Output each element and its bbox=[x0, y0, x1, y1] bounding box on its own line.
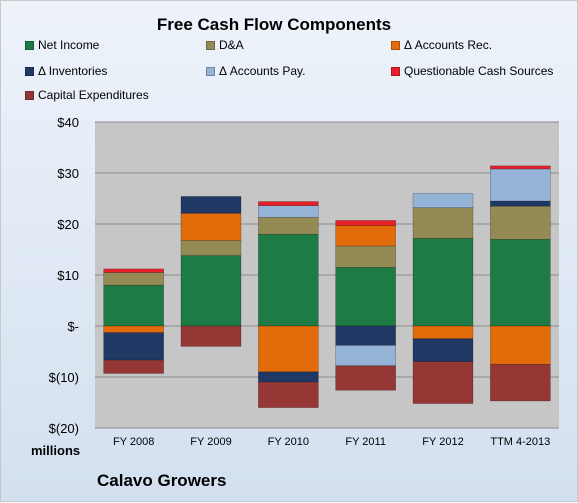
bar-segment bbox=[335, 245, 396, 268]
bar-segment bbox=[180, 240, 242, 256]
bar-segment bbox=[490, 363, 551, 402]
units-label: millions bbox=[31, 443, 81, 458]
x-tick-label: FY 2012 bbox=[422, 436, 463, 448]
bar-segment bbox=[258, 325, 319, 373]
bar-segment bbox=[103, 268, 164, 273]
x-tick-label: FY 2010 bbox=[268, 436, 309, 448]
x-tick-label: TTM 4-2013 bbox=[490, 436, 550, 448]
bar-segment bbox=[258, 371, 319, 383]
bar-segment bbox=[490, 165, 551, 170]
legend-swatch bbox=[25, 40, 34, 50]
legend-swatch bbox=[206, 66, 215, 76]
legend-label: Capital Expenditures bbox=[38, 88, 149, 102]
bar-segment bbox=[180, 196, 242, 214]
chart-title: Free Cash Flow Components bbox=[156, 15, 392, 34]
bar-segment bbox=[258, 217, 319, 235]
bar-segment bbox=[103, 284, 164, 327]
legend-item: D&A bbox=[206, 37, 244, 53]
bar-segment bbox=[103, 272, 164, 286]
legend-label: Δ Accounts Pay. bbox=[219, 64, 306, 78]
y-tick-label: $20 bbox=[57, 217, 79, 232]
bar-segment bbox=[490, 168, 551, 202]
bar-segment bbox=[335, 220, 396, 226]
legend-item: Δ Accounts Rec. bbox=[391, 37, 492, 53]
bar-segment bbox=[258, 205, 319, 218]
legend-item: Questionable Cash Sources bbox=[391, 63, 553, 79]
bar-segment bbox=[103, 325, 164, 333]
bar-segment bbox=[180, 212, 242, 241]
bar-segment bbox=[490, 325, 551, 365]
bar-segment bbox=[412, 325, 474, 340]
bar-segment bbox=[335, 365, 396, 391]
company-name: Calavo Growers bbox=[97, 471, 227, 490]
legend-swatch bbox=[391, 40, 400, 50]
x-tick-label: FY 2011 bbox=[345, 436, 386, 448]
bar-segment bbox=[412, 338, 474, 363]
legend-label: Net Income bbox=[38, 38, 100, 52]
legend-swatch bbox=[206, 40, 215, 50]
bar-segment bbox=[490, 239, 551, 327]
bar-segment bbox=[335, 225, 396, 247]
bar-segment bbox=[335, 345, 396, 367]
legend-swatch bbox=[25, 90, 34, 100]
bar-segment bbox=[335, 267, 396, 327]
legend-swatch bbox=[25, 66, 34, 76]
bar-segment bbox=[490, 200, 551, 207]
x-tick-label: FY 2009 bbox=[190, 436, 231, 448]
legend-item: Δ Accounts Pay. bbox=[206, 63, 306, 79]
bar-segment bbox=[335, 325, 396, 346]
y-tick-label: $10 bbox=[57, 268, 79, 283]
bar-segment bbox=[412, 237, 474, 327]
bar-segment bbox=[103, 359, 164, 374]
y-tick-label: $(20) bbox=[49, 421, 79, 436]
bar-segment bbox=[412, 193, 474, 208]
y-tick-label: $30 bbox=[57, 166, 79, 181]
legend-label: Δ Accounts Rec. bbox=[404, 38, 493, 52]
legend-swatch bbox=[391, 66, 400, 76]
legend-label: Questionable Cash Sources bbox=[404, 64, 554, 78]
bar-segment bbox=[258, 233, 319, 327]
bar-segment bbox=[103, 332, 164, 361]
bar-segment bbox=[180, 255, 242, 327]
bar-segment bbox=[180, 325, 242, 347]
bar-segment bbox=[490, 205, 551, 240]
bar-segment bbox=[258, 381, 319, 408]
legend-item: Capital Expenditures bbox=[25, 87, 149, 103]
bar-segment bbox=[258, 201, 319, 206]
x-tick-label: FY 2008 bbox=[113, 436, 154, 448]
legend-item: Net Income bbox=[25, 37, 99, 53]
legend-item: Δ Inventories bbox=[25, 63, 107, 79]
bar-segment bbox=[412, 361, 474, 404]
y-tick-label: $40 bbox=[57, 115, 79, 130]
y-tick-label: $- bbox=[67, 319, 79, 334]
legend-label: D&A bbox=[219, 38, 244, 52]
bar-segment bbox=[412, 207, 474, 239]
legend-label: Δ Inventories bbox=[38, 64, 108, 78]
y-tick-label: $(10) bbox=[49, 370, 79, 385]
